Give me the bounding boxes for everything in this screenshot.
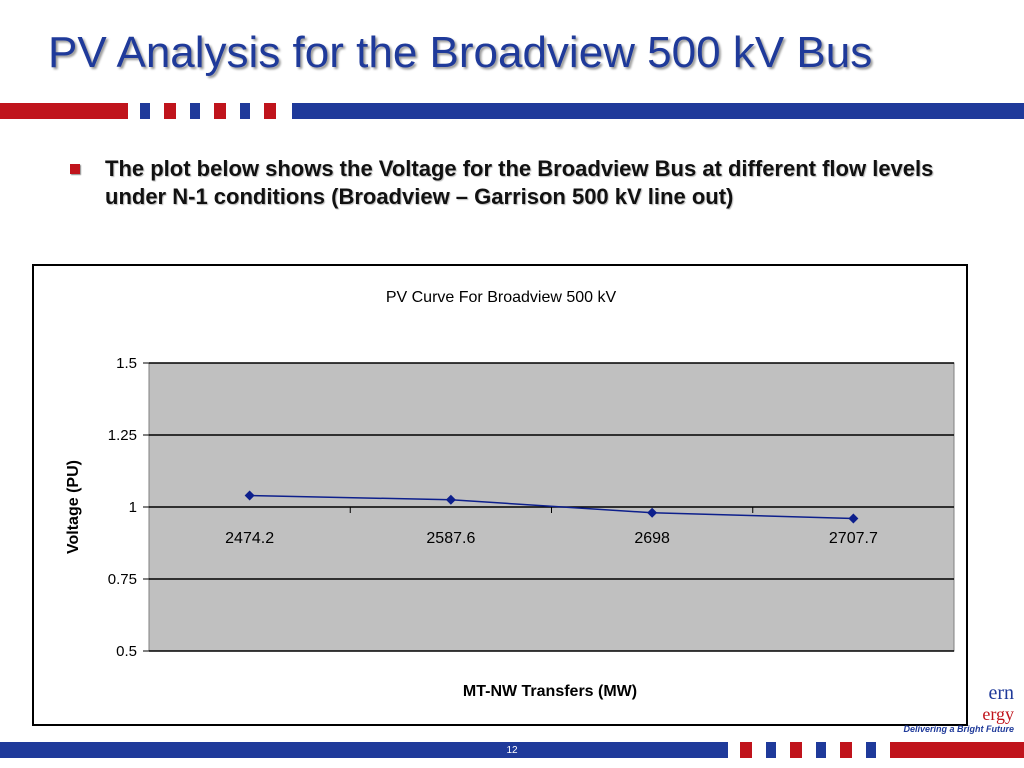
top-decorative-stripe: [0, 103, 1024, 119]
x-tick-label: 2474.2: [225, 530, 274, 547]
y-tick-label: 1: [129, 499, 137, 516]
bullet-text: The plot below shows the Voltage for the…: [105, 156, 934, 209]
data-point-marker: [244, 490, 255, 501]
slide-title: PV Analysis for the Broadview 500 kV Bus: [48, 28, 873, 77]
x-axis: 2474.2 2587.6 2698 2707.7: [225, 507, 878, 547]
x-tick-label: 2587.6: [426, 530, 475, 547]
company-logo: ern ergy Delivering a Bright Future: [894, 682, 1014, 742]
bottom-decorative-stripe: [0, 742, 1024, 758]
data-point-marker: [647, 507, 658, 518]
y-tick-label: 1.5: [116, 355, 137, 372]
y-tick-label: 0.75: [108, 571, 137, 588]
data-point-marker: [445, 494, 456, 505]
series-line: [249, 494, 854, 520]
y-tick-label: 0.5: [116, 643, 137, 660]
y-tick-label: 1.25: [108, 427, 137, 444]
page-number: 12: [506, 745, 518, 756]
x-tick-label: 2707.7: [829, 530, 878, 547]
logo-tagline: Delivering a Bright Future: [903, 724, 1014, 734]
bullet-square-icon: [70, 164, 80, 174]
data-point-marker: [848, 513, 859, 524]
logo-line-1: ern: [988, 682, 1014, 704]
x-tick-label: 2698: [634, 530, 670, 547]
logo-line-2: ergy: [982, 704, 1014, 724]
y-axis-ticks: 0.5 0.75 1 1.25 1.5: [108, 355, 149, 660]
chart-container: PV Curve For Broadview 500 kV 0.5 0.75 1 1.…: [32, 264, 968, 726]
x-axis-label: MT-NW Transfers (MW): [463, 683, 637, 700]
pv-curve-chart: PV Curve For Broadview 500 kV 0.5 0.75 1 1.…: [65, 289, 955, 700]
chart-title: PV Curve For Broadview 500 kV: [386, 289, 617, 306]
series-group: [244, 490, 859, 524]
y-axis-label: Voltage (PU): [65, 460, 82, 554]
